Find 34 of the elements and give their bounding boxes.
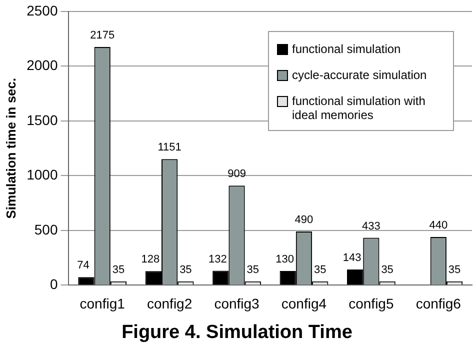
y-tick-label: 2000 bbox=[26, 57, 58, 74]
data-label: 1151 bbox=[158, 142, 182, 154]
y-tick-label: 1500 bbox=[26, 112, 58, 128]
data-label: 132 bbox=[208, 253, 227, 266]
x-tick-label: config3 bbox=[214, 295, 260, 312]
y-tick-label: 2500 bbox=[26, 2, 58, 18]
legend-label: functional simulation bbox=[292, 42, 401, 56]
data-label: 35 bbox=[112, 264, 125, 276]
data-label: 35 bbox=[381, 264, 394, 276]
x-tick-label: config1 bbox=[80, 295, 126, 312]
data-label: 490 bbox=[294, 214, 314, 226]
data-label: 35 bbox=[448, 264, 461, 276]
y-axis-title: Simulation time in sec. bbox=[3, 78, 18, 219]
data-label: 2175 bbox=[90, 30, 115, 42]
data-label: 35 bbox=[314, 264, 326, 276]
data-label: 35 bbox=[180, 264, 192, 276]
text: Figure 4. Simulation Time bbox=[120, 322, 354, 344]
data-label: 130 bbox=[276, 253, 294, 266]
data-label: 440 bbox=[429, 220, 448, 232]
y-tick-label: 500 bbox=[34, 221, 58, 238]
data-label: 128 bbox=[141, 254, 160, 266]
y-tick-label: 0 bbox=[50, 276, 58, 292]
data-label: 35 bbox=[246, 264, 260, 276]
data-label: 909 bbox=[228, 168, 246, 180]
x-tick-label: config4 bbox=[281, 295, 327, 312]
legend-label: cycle-accurate simulation bbox=[292, 68, 427, 82]
data-label: 433 bbox=[362, 220, 380, 232]
x-tick-label: config5 bbox=[348, 295, 394, 312]
data-label: 74 bbox=[77, 260, 90, 272]
x-tick-label: config2 bbox=[146, 295, 192, 312]
y-tick-label: 1000 bbox=[26, 166, 58, 183]
data-label: 143 bbox=[342, 252, 362, 264]
legend-label: functional simulation with ideal memories bbox=[292, 94, 426, 122]
x-tick-label: config6 bbox=[416, 295, 462, 312]
